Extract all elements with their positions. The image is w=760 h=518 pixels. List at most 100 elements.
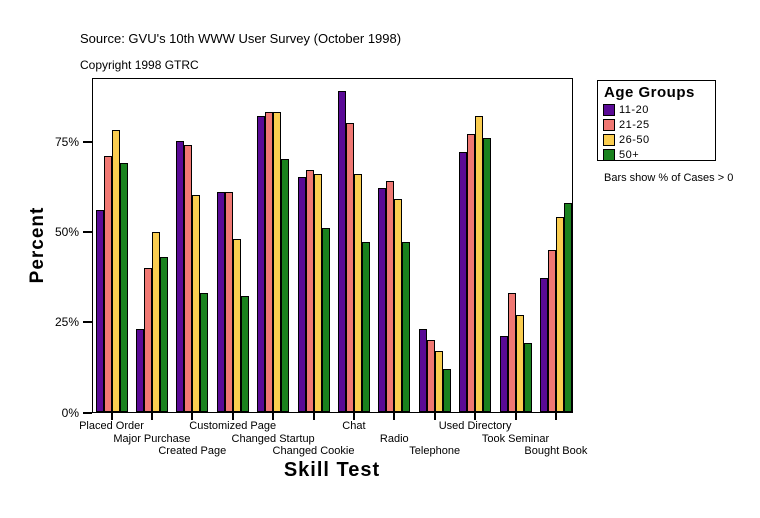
bar [499,336,508,412]
legend-swatch [603,118,615,131]
bar [386,180,395,412]
legend-label: 11-20 [619,103,649,116]
bar [402,242,411,412]
legend-title: Age Groups [604,84,695,101]
y-tick-label: 0% [61,405,79,420]
category-label: Used Directory [438,420,512,432]
legend-label: 21-25 [619,118,650,131]
category-label: Customized Page [189,420,277,432]
bar [418,328,427,412]
chart-copyright-subtitle: Copyright 1998 GTRC [80,58,199,72]
category-label: Chat [342,420,366,432]
y-tick-label: 25% [54,315,79,330]
bar [442,368,451,412]
category-label: Telephone [409,445,461,457]
bar [426,339,435,412]
bar [475,115,484,412]
chart-note: Bars show % of Cases > 0 [604,172,734,184]
bar [483,137,492,412]
x-tick-mark [554,413,557,420]
legend-swatch [603,148,615,161]
legend-swatch [603,103,615,116]
bar [547,249,556,412]
y-tick-mark [83,411,92,414]
bar [281,159,290,412]
category-label: Took Seminar [481,432,550,445]
category-label: Placed Order [79,420,144,432]
bar [394,199,403,412]
category-label: Radio [379,432,409,445]
bar [111,130,120,412]
bar [265,112,274,412]
bar [563,202,572,412]
bar [555,217,564,412]
y-tick-mark [83,140,92,143]
bar [467,134,476,412]
x-tick-mark [191,413,194,420]
bar [434,350,443,412]
chart-source-title: Source: GVU's 10th WWW User Survey (Octo… [80,31,402,46]
y-axis-title: Percent [27,206,48,284]
y-tick-mark [83,321,92,324]
x-tick-mark [433,413,436,420]
bar [273,112,282,412]
x-tick-mark [514,413,517,420]
bar [119,162,128,412]
bar [353,173,362,412]
x-tick-mark [393,413,396,420]
bar [95,209,104,412]
bar [361,242,370,412]
category-label: Bought Book [524,445,588,457]
legend-swatch [603,133,615,146]
bar [143,267,152,412]
bar [297,177,306,412]
bar [257,115,266,412]
bar [184,144,193,412]
x-tick-mark [150,413,153,420]
bar [539,278,548,412]
bar [305,170,314,412]
legend-label: 26-50 [619,133,650,146]
bar [240,296,249,412]
y-tick-label: 75% [54,134,79,149]
bar [345,123,354,412]
bar [192,195,201,412]
legend-item: 26-50 [603,132,650,147]
legend-box: Age Groups 11-20 21-25 26-50 50+ [597,80,716,161]
bar [103,155,112,412]
bar [224,191,233,412]
bar [337,90,346,412]
x-tick-mark [231,413,234,420]
bar [135,328,144,412]
bar [313,173,322,412]
category-label: Created Page [158,445,227,457]
legend-item: 50+ [603,147,650,162]
category-label: Major Purchase [113,432,191,445]
plot-area [92,78,573,413]
x-tick-mark [474,413,477,420]
bar [515,314,524,412]
x-axis-title: Skill Test [283,459,381,481]
legend-item: 21-25 [603,117,650,132]
x-tick-mark [110,413,113,420]
bar [232,238,241,412]
category-label: Changed Startup [231,432,315,445]
bar [523,343,532,412]
bar [378,188,387,412]
x-tick-mark [312,413,315,420]
bar [459,152,468,412]
bar [507,292,516,412]
x-tick-mark [352,413,355,420]
bar [200,292,209,412]
legend-item: 11-20 [603,102,650,117]
bar [216,191,225,412]
category-label: Changed Cookie [272,445,355,457]
bar [159,256,168,412]
bar [176,141,185,412]
legend-items: 11-20 21-25 26-50 50+ [603,102,650,162]
legend-label: 50+ [619,148,640,161]
bar [151,231,160,412]
bar [321,227,330,412]
y-tick-mark [83,231,92,233]
